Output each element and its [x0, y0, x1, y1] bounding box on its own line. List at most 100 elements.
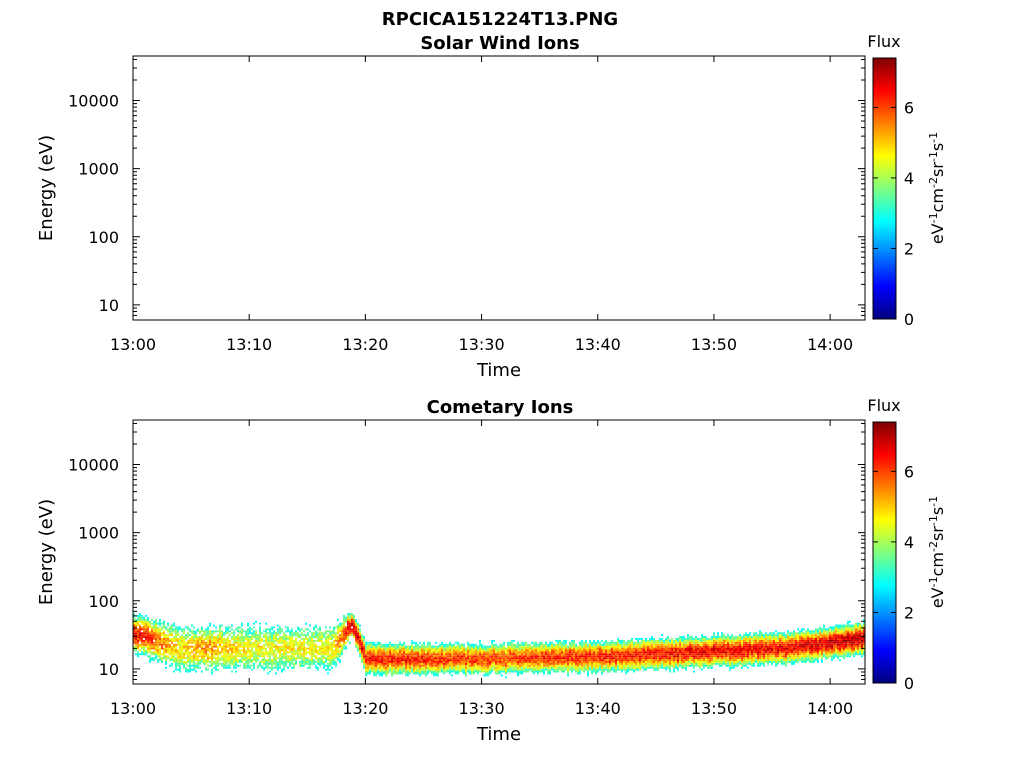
spectrogram-cell: [521, 670, 523, 673]
spectrogram-cell: [375, 661, 377, 663]
spectrogram-cell: [549, 670, 551, 673]
spectrogram-cell: [139, 645, 141, 648]
spectrogram-cell: [571, 641, 573, 644]
spectrogram-cell: [433, 662, 435, 665]
spectrogram-cell: [189, 662, 191, 665]
spectrogram-cell: [513, 666, 515, 669]
spectrogram-cell: [641, 664, 643, 667]
spectrogram-cell: [615, 657, 617, 660]
spectrogram-cell: [491, 657, 493, 660]
spectrogram-cell: [607, 647, 609, 650]
spectrogram-cell: [295, 653, 297, 656]
spectrogram-cell: [655, 662, 657, 665]
spectrogram-cell: [225, 647, 227, 650]
spectrogram-cell: [357, 649, 359, 652]
spectrogram-cell: [159, 639, 161, 642]
spectrogram-cell: [221, 657, 223, 660]
spectrogram-cell: [327, 668, 329, 671]
spectrogram-cell: [413, 662, 415, 665]
spectrogram-cell: [507, 645, 509, 648]
spectrogram-cell: [203, 630, 205, 633]
spectrogram-cell: [529, 643, 531, 646]
spectrogram-cell: [381, 662, 383, 665]
spectrogram-cell: [299, 641, 301, 644]
spectrogram-cell: [295, 634, 297, 637]
spectrogram-cell: [515, 643, 517, 646]
spectrogram-cell: [511, 666, 513, 669]
spectrogram-cell: [585, 653, 587, 656]
spectrogram-cell: [683, 657, 685, 660]
spectrogram-cell: [693, 643, 695, 646]
spectrogram-cell: [559, 653, 561, 656]
spectrogram-cell: [623, 661, 625, 663]
spectrogram-cell: [465, 659, 467, 661]
spectrogram-cell: [147, 638, 149, 640]
spectrogram-cell: [633, 668, 635, 671]
spectrogram-cell: [521, 641, 523, 644]
spectrogram-cell: [411, 668, 413, 671]
spectrogram-cell: [513, 659, 515, 661]
spectrogram-cell: [189, 655, 191, 658]
spectrogram-cell: [641, 653, 643, 656]
spectrogram-cell: [695, 641, 697, 644]
spectrogram-cell: [297, 645, 299, 648]
spectrogram-cell: [323, 661, 325, 663]
spectrogram-cell: [265, 664, 267, 667]
spectrogram-cell: [673, 651, 675, 654]
spectrogram-cell: [419, 664, 421, 667]
spectrogram-cell: [209, 647, 211, 650]
spectrogram-cell: [305, 628, 307, 631]
spectrogram-cell: [223, 639, 225, 642]
spectrogram-cell: [517, 674, 519, 677]
spectrogram-cell: [401, 659, 403, 661]
spectrogram-cell: [571, 655, 573, 658]
spectrogram-cell: [209, 664, 211, 667]
spectrogram-cell: [479, 661, 481, 663]
spectrogram-cell: [609, 657, 611, 660]
spectrogram-cell: [607, 662, 609, 665]
spectrogram-cell: [245, 636, 247, 638]
spectrogram-cell: [513, 647, 515, 650]
spectrogram-cell: [533, 661, 535, 663]
spectrogram-cell: [555, 670, 557, 673]
spectrogram-cell: [305, 661, 307, 663]
spectrogram-cell: [207, 653, 209, 656]
spectrogram-cell: [493, 657, 495, 660]
spectrogram-cell: [485, 666, 487, 669]
spectrogram-cell: [457, 655, 459, 658]
spectrogram-cell: [681, 653, 683, 656]
spectrogram-cell: [197, 638, 199, 640]
spectrogram-cell: [193, 632, 195, 635]
spectrogram-cell: [713, 638, 715, 640]
spectrogram-cell: [549, 659, 551, 661]
spectrogram-cell: [601, 645, 603, 648]
spectrogram-cell: [499, 666, 501, 669]
spectrogram-cell: [647, 659, 649, 661]
spectrogram-cell: [593, 641, 595, 644]
spectrogram-cell: [141, 622, 143, 625]
spectrogram-cell: [309, 641, 311, 644]
spectrogram-cell: [243, 639, 245, 642]
spectrogram-cell: [367, 653, 369, 656]
cometary-panel: Cometary Ions 13:00 13:10 13:20 13:30 13:40 1…: [36, 396, 947, 745]
spectrogram-cell: [247, 651, 249, 654]
spectrogram-cell: [523, 661, 525, 663]
spectrogram-cell: [303, 639, 305, 642]
spectrogram-cell: [183, 636, 185, 638]
spectrogram-cell: [263, 653, 265, 656]
spectrogram-cell: [387, 653, 389, 656]
spectrogram-cell: [223, 653, 225, 656]
spectrogram-cell: [383, 651, 385, 654]
spectrogram-cell: [503, 668, 505, 671]
spectrogram-cell: [379, 655, 381, 658]
spectrogram-cell: [701, 668, 703, 671]
spectrogram-cell: [467, 659, 469, 661]
spectrogram-cell: [651, 659, 653, 661]
spectrogram-cell: [507, 664, 509, 667]
spectrogram-cell: [423, 649, 425, 652]
spectrogram-cell: [237, 664, 239, 667]
spectrogram-cell: [567, 647, 569, 650]
spectrogram-cell: [331, 661, 333, 663]
spectrogram-cell: [265, 641, 267, 644]
spectrogram-cell: [653, 661, 655, 663]
